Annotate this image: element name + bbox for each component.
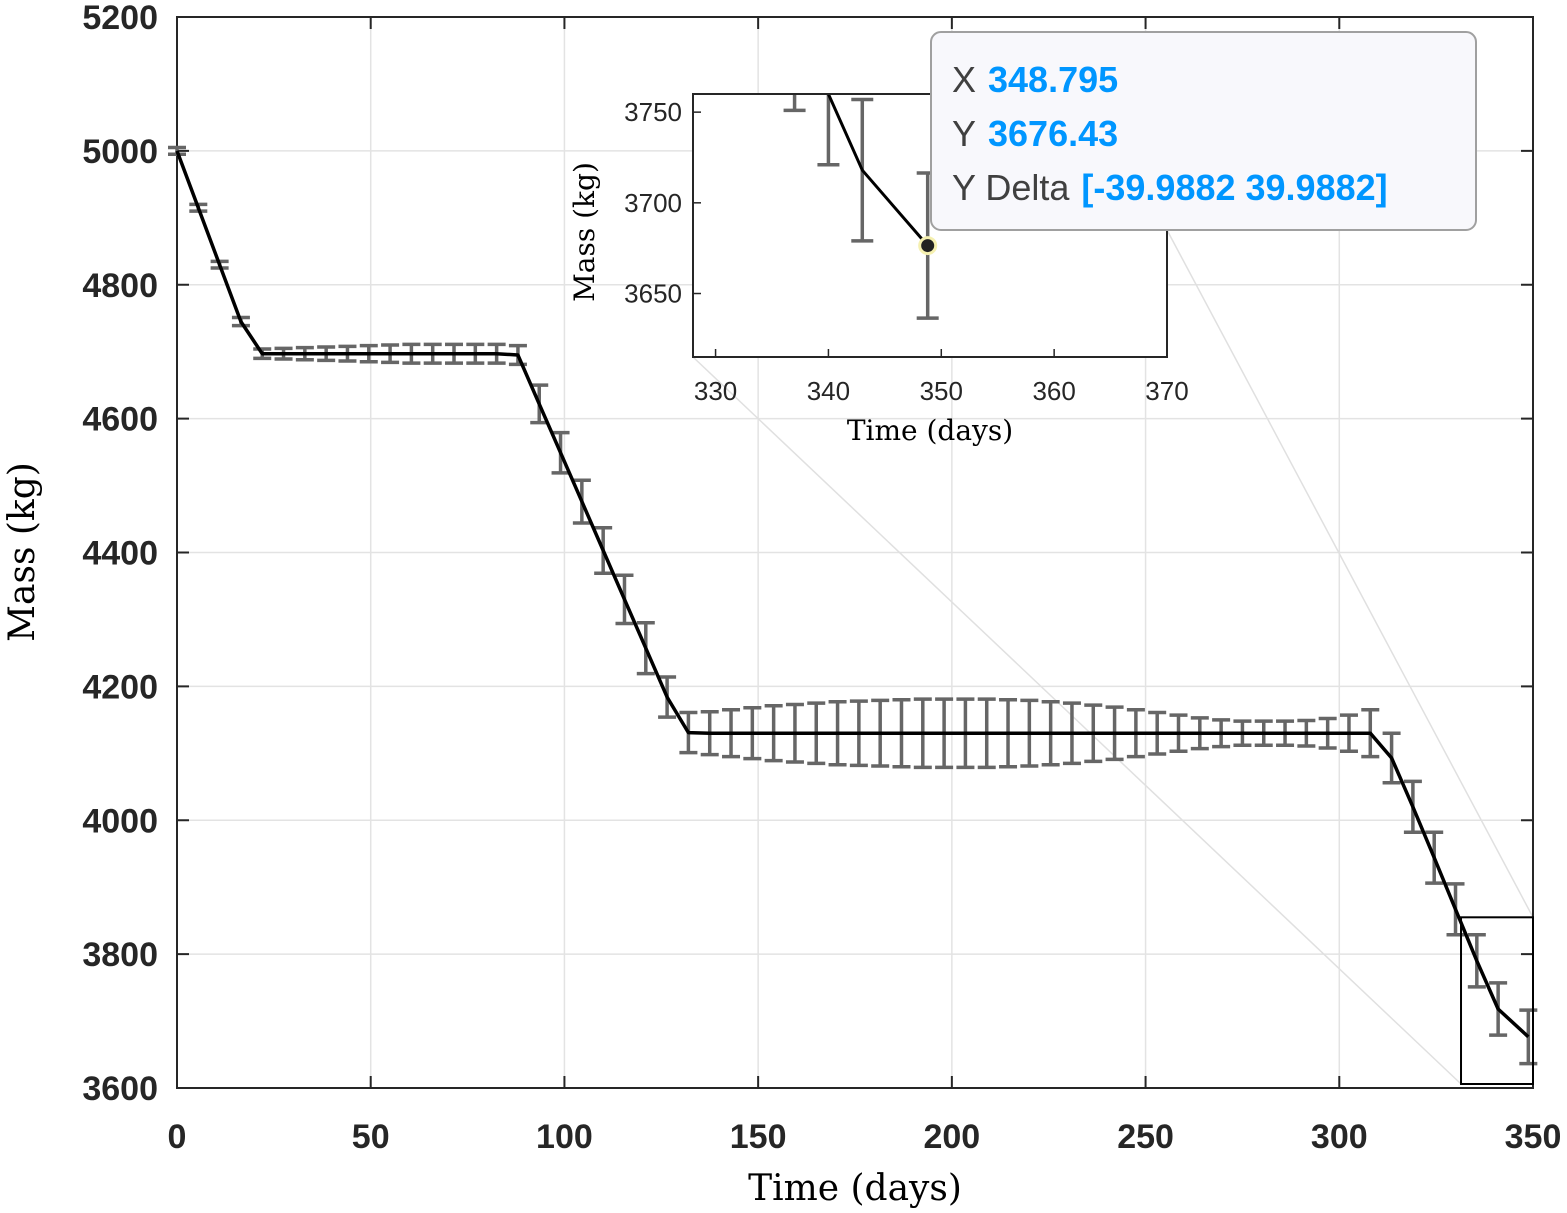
datatip-delta-value: [-39.9882 39.9882] [1081,167,1387,208]
main-y-tick-labels: 3600 3800 4000 4200 4400 4600 4800 5000 5200 [82,0,158,1108]
inset-errorbar [817,94,840,167]
y-tick-label: 3800 [82,936,158,974]
mass-series-line[interactable] [175,150,1530,1039]
inset-x-tick-label: 350 [920,376,963,406]
main-tick-marks [176,16,1534,1089]
zoom-connector-lines [692,229,1534,1085]
zoom-region-box [1460,916,1534,1086]
inset-y-axis-label: Mass (kg) [568,162,601,302]
datatip-x-key: X [952,59,976,100]
inset-y-tick-labels: 3650 3700 3750 [624,97,682,308]
inset-y-tick-label: 3750 [624,97,682,127]
inset-x-tick-label: 330 [694,376,737,406]
inset-plot-content [783,94,939,320]
x-tick-label: 0 [168,1118,187,1156]
zoom-connector [1166,229,1534,918]
main-errorbars [168,145,1538,1066]
inset-x-tick-label: 340 [807,376,850,406]
x-tick-label: 250 [1117,1118,1174,1156]
inset-y-tick-label: 3650 [624,279,682,309]
datatip-x-row: X 348.795 [952,59,1118,100]
inset-tick-marks [693,111,1168,357]
main-x-tick-labels: 0 50 100 150 200 250 300 350 [168,1118,1562,1156]
y-tick-label: 4200 [82,668,158,706]
inset-x-axis-label: Time (days) [847,414,1013,447]
y-tick-label: 5000 [82,133,158,171]
inset-y-tick-label: 3700 [624,188,682,218]
y-tick-label: 4000 [82,802,158,840]
x-tick-label: 200 [923,1118,980,1156]
y-tick-label: 5200 [82,0,158,37]
x-tick-label: 50 [352,1118,390,1156]
datatip-y-value: 3676.43 [988,113,1118,154]
y-tick-label: 4400 [82,535,158,573]
inset-x-tick-labels: 330 340 350 360 370 [694,376,1189,406]
inset-errorbar [783,94,806,113]
inset-series-line [826,94,929,247]
zoom-connector [692,356,1462,1085]
datatip-delta-key: Y Delta [952,167,1070,208]
datatip-y-row: Y 3676.43 [952,113,1118,154]
x-tick-label: 100 [536,1118,593,1156]
main-y-axis-label: Mass (kg) [2,462,43,642]
x-tick-label: 150 [730,1118,787,1156]
errorbar [1519,1008,1538,1066]
inset-x-tick-label: 360 [1032,376,1075,406]
main-x-axis-label: Time (days) [748,1168,962,1209]
y-tick-label: 4800 [82,267,158,305]
datatip-x-value: 348.795 [988,59,1118,100]
x-tick-label: 350 [1505,1118,1562,1156]
inset-x-tick-label: 370 [1145,376,1188,406]
datatip-box [930,31,1477,231]
datatip-marker[interactable] [918,236,938,256]
datatip[interactable]: X 348.795 Y 3676.43 Y Delta [-39.9882 39.98… [930,31,1477,231]
datatip-delta-row: Y Delta [-39.9882 39.9882] [952,167,1388,208]
inset-clip-group [783,94,939,320]
y-tick-label: 3600 [82,1070,158,1108]
x-tick-label: 300 [1311,1118,1368,1156]
datatip-y-key: Y [952,113,976,154]
y-tick-label: 4600 [82,401,158,439]
